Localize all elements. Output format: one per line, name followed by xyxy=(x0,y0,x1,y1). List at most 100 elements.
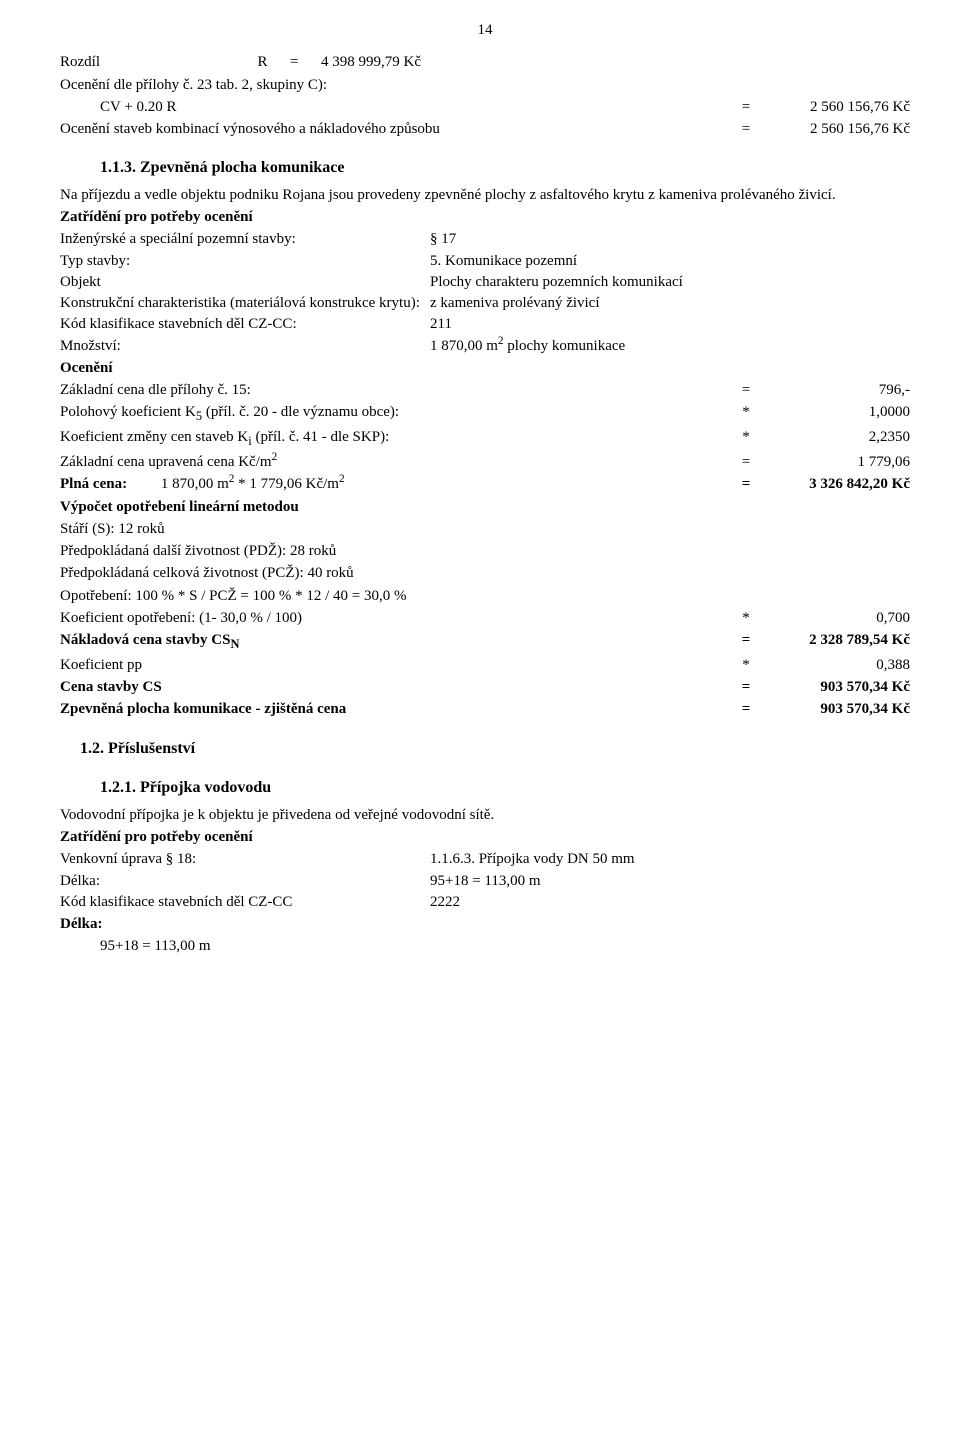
text: 1 870,00 m xyxy=(430,338,498,354)
symbol: R xyxy=(258,54,268,70)
label: Cena stavby CS xyxy=(60,677,732,697)
sub: N xyxy=(230,637,239,651)
sec121-text: Vodovodní přípojka je k objektu je přive… xyxy=(60,805,910,825)
label: Koeficient opotřebení: (1- 30,0 % / 100) xyxy=(60,608,732,628)
value: 1,0000 xyxy=(760,402,910,422)
op: * xyxy=(732,608,760,628)
sec113-text: Na příjezdu a vedle objektu podniku Roja… xyxy=(60,185,910,205)
op: = xyxy=(732,677,760,697)
op: = xyxy=(732,380,760,400)
heading-121: 1.2.1. Přípojka vodovodu xyxy=(60,777,910,799)
op: = xyxy=(290,54,298,70)
op: * xyxy=(732,402,760,422)
key: Kód klasifikace stavebních děl CZ-CC xyxy=(60,892,430,912)
key: Délka: xyxy=(60,871,430,891)
oc-row: Základní cena upravená cena Kč/m2 = 1 77… xyxy=(60,452,910,472)
key: Množství: xyxy=(60,336,430,356)
val: 211 xyxy=(430,314,910,334)
oc-row: Základní cena dle přílohy č. 15: = 796,- xyxy=(60,380,910,400)
value: 2 328 789,54 Kč xyxy=(760,630,910,650)
text: (příl. č. 41 - dle SKP): xyxy=(252,429,389,445)
value: 903 570,34 Kč xyxy=(760,677,910,697)
zatrideni-title: Zatřídění pro potřeby ocenění xyxy=(60,207,910,227)
key: Inženýrské a speciální pozemní stavby: xyxy=(60,229,430,249)
zat-row: Inženýrské a speciální pozemní stavby: §… xyxy=(60,229,910,249)
value: 1 779,06 xyxy=(760,452,910,472)
op: * xyxy=(732,655,760,675)
zat-row: Typ stavby: 5. Komunikace pozemní xyxy=(60,251,910,271)
label: Ocenění staveb kombinací výnosového a ná… xyxy=(60,119,732,139)
val: 1 870,00 m2 plochy komunikace xyxy=(430,336,910,356)
delka-calc: 95+18 = 113,00 m xyxy=(60,936,910,956)
delka-label: Délka: xyxy=(60,914,910,934)
val: 2222 xyxy=(430,892,910,912)
oc-row: Polohový koeficient K5 (příl. č. 20 - dl… xyxy=(60,402,910,425)
value: 2 560 156,76 Kč xyxy=(760,97,910,117)
label: Polohový koeficient K5 (příl. č. 20 - dl… xyxy=(60,402,732,425)
kombinace-row: Ocenění staveb kombinací výnosového a ná… xyxy=(60,119,910,139)
val: 5. Komunikace pozemní xyxy=(430,251,910,271)
val: 1.1.6.3. Přípojka vody DN 50 mm xyxy=(430,849,910,869)
zat-row: Objekt Plochy charakteru pozemních komun… xyxy=(60,272,910,292)
label: Nákladová cena stavby CSN xyxy=(60,630,732,653)
vyp-row: Koeficient pp * 0,388 xyxy=(60,655,910,675)
op: = xyxy=(732,474,760,494)
zat2-row: Délka: 95+18 = 113,00 m xyxy=(60,871,910,891)
vyp-line: Opotřebení: 100 % * S / PCŽ = 100 % * 12… xyxy=(60,586,910,606)
plna-cena-row: Plná cena: 1 870,00 m2 * 1 779,06 Kč/m2 … xyxy=(60,474,910,494)
val: 95+18 = 113,00 m xyxy=(430,871,910,891)
zat2-row: Venkovní úprava § 18: 1.1.6.3. Přípojka … xyxy=(60,849,910,869)
text: Koeficient změny cen staveb K xyxy=(60,429,248,445)
rozdil-row: Rozdíl R = 4 398 999,79 Kč xyxy=(60,52,910,72)
val: Plochy charakteru pozemních komunikací xyxy=(430,272,910,292)
label: Plná cena: 1 870,00 m2 * 1 779,06 Kč/m2 xyxy=(60,474,732,494)
oc-row: Koeficient změny cen staveb Ki (příl. č.… xyxy=(60,427,910,450)
text: Rozdíl xyxy=(60,54,100,70)
label: Koeficient změny cen staveb Ki (příl. č.… xyxy=(60,427,732,450)
key: Venkovní úprava § 18: xyxy=(60,849,430,869)
zat-row: Kód klasifikace stavebních děl CZ-CC: 21… xyxy=(60,314,910,334)
val: § 17 xyxy=(430,229,910,249)
key: Typ stavby: xyxy=(60,251,430,271)
text: 1 870,00 m xyxy=(161,476,229,492)
key: Kód klasifikace stavebních děl CZ-CC: xyxy=(60,314,430,334)
text: Základní cena upravená cena Kč/m xyxy=(60,454,272,470)
label: Základní cena dle přílohy č. 15: xyxy=(60,380,732,400)
heading-12: 1.2. Příslušenství xyxy=(60,738,910,760)
vyp-row: Nákladová cena stavby CSN = 2 328 789,54… xyxy=(60,630,910,653)
vyp-line: Předpokládaná další životnost (PDŽ): 28 … xyxy=(60,541,910,561)
page-number: 14 xyxy=(60,20,910,40)
label: Koeficient pp xyxy=(60,655,732,675)
value: 903 570,34 Kč xyxy=(760,699,910,719)
zat-row: Konstrukční charakteristika (materiálová… xyxy=(60,293,910,313)
oceneni-title: Ocenění xyxy=(60,358,910,378)
sup: 2 xyxy=(339,473,345,485)
formula-label: CV + 0.20 R xyxy=(100,97,732,117)
value: 2,2350 xyxy=(760,427,910,447)
value: 2 560 156,76 Kč xyxy=(760,119,910,139)
value: 4 398 999,79 Kč xyxy=(321,54,421,70)
vyp-line: Předpokládaná celková životnost (PCŽ): 4… xyxy=(60,563,910,583)
op: = xyxy=(732,119,760,139)
sup: 2 xyxy=(272,451,278,463)
op: = xyxy=(732,630,760,650)
key: Konstrukční charakteristika (materiálová… xyxy=(60,293,430,313)
oceneni-priloha-title: Ocenění dle přílohy č. 23 tab. 2, skupin… xyxy=(60,75,910,95)
label: Zpevněná plocha komunikace - zjištěná ce… xyxy=(60,699,732,719)
text: Polohový koeficient K xyxy=(60,404,196,420)
zat2-row: Kód klasifikace stavebních děl CZ-CC 222… xyxy=(60,892,910,912)
text: * 1 779,06 Kč/m xyxy=(234,476,339,492)
vypocet-title: Výpočet opotřebení lineární metodou xyxy=(60,497,910,517)
heading-113: 1.1.3. Zpevněná plocha komunikace xyxy=(60,157,910,179)
op: * xyxy=(732,427,760,447)
value: 0,700 xyxy=(760,608,910,628)
value: 3 326 842,20 Kč xyxy=(760,474,910,494)
value: 0,388 xyxy=(760,655,910,675)
text: (příl. č. 20 - dle významu obce): xyxy=(202,404,399,420)
value: 796,- xyxy=(760,380,910,400)
op: = xyxy=(732,97,760,117)
text: Plná cena: xyxy=(60,476,127,492)
zatrideni-title-2: Zatřídění pro potřeby ocenění xyxy=(60,827,910,847)
vyp-row: Cena stavby CS = 903 570,34 Kč xyxy=(60,677,910,697)
key: Objekt xyxy=(60,272,430,292)
